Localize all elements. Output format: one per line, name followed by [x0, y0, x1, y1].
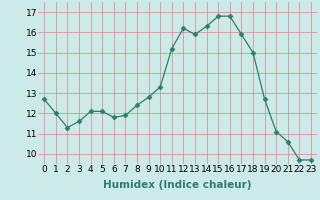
X-axis label: Humidex (Indice chaleur): Humidex (Indice chaleur) [103, 180, 252, 190]
